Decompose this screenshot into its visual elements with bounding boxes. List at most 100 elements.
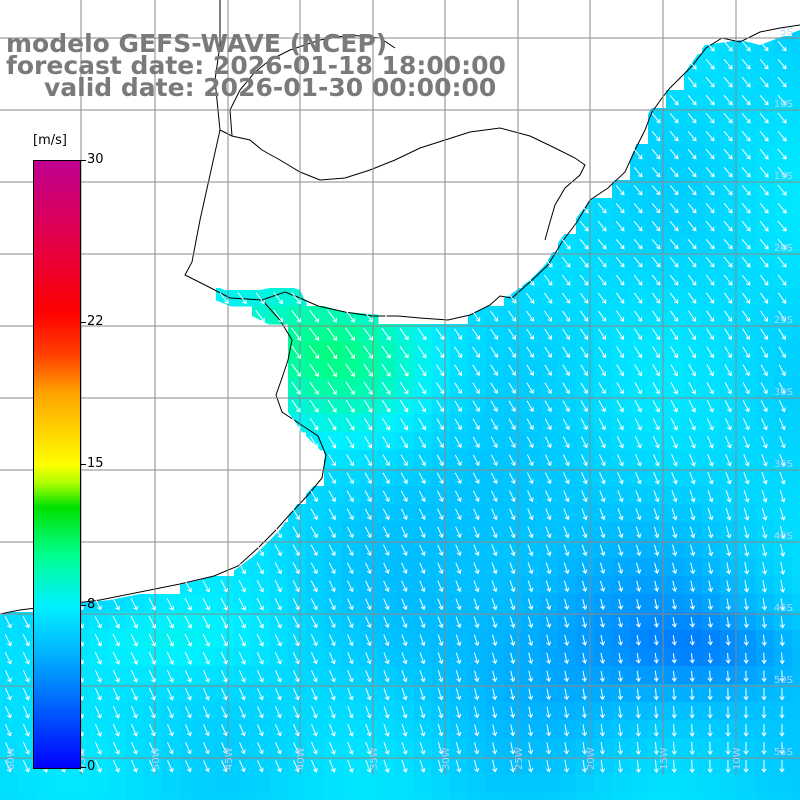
wind-arrow [474, 706, 480, 719]
wind-arrow [472, 472, 480, 484]
wind-arrow [635, 508, 642, 521]
field-cell [738, 108, 757, 127]
wind-arrow [741, 202, 751, 214]
field-cell [792, 738, 800, 757]
wind-arrow [689, 706, 695, 719]
wind-arrow [563, 742, 570, 755]
field-cell [684, 126, 703, 145]
field-cell [630, 648, 649, 667]
field-cell [792, 90, 800, 109]
wind-arrow [617, 544, 624, 557]
field-cell [702, 306, 721, 325]
wind-arrow [418, 400, 427, 413]
field-cell [774, 486, 793, 505]
field-cell [288, 792, 307, 800]
field-cell [324, 324, 343, 343]
wind-arrow [526, 454, 534, 467]
field-cell [288, 594, 307, 613]
field-cell [594, 306, 613, 325]
wind-arrow [723, 58, 733, 70]
field-cell [576, 540, 595, 559]
field-cell [108, 756, 127, 775]
wind-arrow [743, 508, 750, 521]
wind-arrow [455, 562, 462, 575]
field-cell [432, 504, 451, 523]
field-cell [684, 288, 703, 307]
latitude-label: 50S [774, 675, 793, 686]
field-cell [738, 432, 757, 451]
wind-arrow [580, 436, 588, 449]
wind-arrow [759, 166, 769, 178]
wind-arrow [634, 382, 642, 395]
wind-arrow [473, 634, 480, 647]
wind-arrow [581, 634, 588, 646]
wind-arrow [489, 310, 499, 322]
field-cell [558, 576, 577, 595]
field-cell [594, 612, 613, 631]
wind-arrow [689, 580, 696, 593]
wind-arrow [365, 598, 372, 611]
longitude-label: 35W [369, 747, 380, 770]
field-cell [792, 666, 800, 685]
field-cell [702, 288, 721, 307]
wind-arrow [293, 688, 300, 701]
field-cell [576, 360, 595, 379]
wind-arrow [327, 417, 337, 431]
wind-arrow [221, 706, 228, 719]
wind-arrow [779, 436, 786, 449]
wind-arrow [310, 634, 318, 647]
field-cell [396, 684, 415, 703]
wind-arrow [399, 400, 409, 413]
field-cell [756, 738, 775, 757]
field-cell [432, 324, 451, 343]
wind-arrow [616, 382, 624, 395]
wind-arrow [419, 544, 426, 557]
field-cell [594, 396, 613, 415]
wind-arrow [616, 418, 624, 431]
colorbar-tick-mark [80, 160, 86, 161]
wind-arrow [184, 615, 192, 629]
field-cell [414, 774, 433, 793]
wind-arrow [473, 598, 480, 611]
wind-arrow [22, 634, 30, 647]
field-cell [306, 504, 325, 523]
wind-arrow [671, 454, 678, 467]
wind-arrow [473, 580, 480, 593]
wind-arrow [309, 363, 319, 378]
field-cell [216, 774, 235, 793]
field-cell [684, 270, 703, 289]
wind-arrow [761, 489, 768, 503]
wind-arrow [633, 310, 643, 322]
wind-arrow [148, 687, 156, 701]
wind-arrow [401, 562, 408, 575]
field-cell [738, 756, 757, 775]
field-cell [684, 234, 703, 253]
field-cell [360, 540, 379, 559]
field-cell [450, 738, 469, 757]
field-cell [612, 180, 631, 199]
wind-arrow [291, 327, 302, 341]
wind-arrow [687, 130, 697, 142]
field-cell [396, 432, 415, 451]
field-cell [324, 432, 343, 451]
wind-arrow [22, 723, 30, 737]
wind-arrow [651, 274, 661, 286]
field-cell [360, 378, 379, 397]
wind-arrow [508, 400, 516, 412]
wind-arrow [545, 670, 552, 683]
wind-arrow [759, 220, 769, 232]
wind-arrow [528, 760, 534, 773]
wind-arrow [689, 598, 695, 610]
field-cell [684, 486, 703, 505]
field-cell [738, 216, 757, 235]
field-cell [576, 432, 595, 451]
wind-arrow [705, 40, 715, 52]
field-cell [522, 720, 541, 739]
wind-arrow [274, 634, 282, 647]
field-cell [720, 792, 739, 800]
field-cell [756, 306, 775, 325]
wind-arrow [185, 724, 192, 737]
field-cell [666, 630, 685, 649]
field-cell [612, 648, 631, 667]
wind-arrow [561, 256, 571, 268]
